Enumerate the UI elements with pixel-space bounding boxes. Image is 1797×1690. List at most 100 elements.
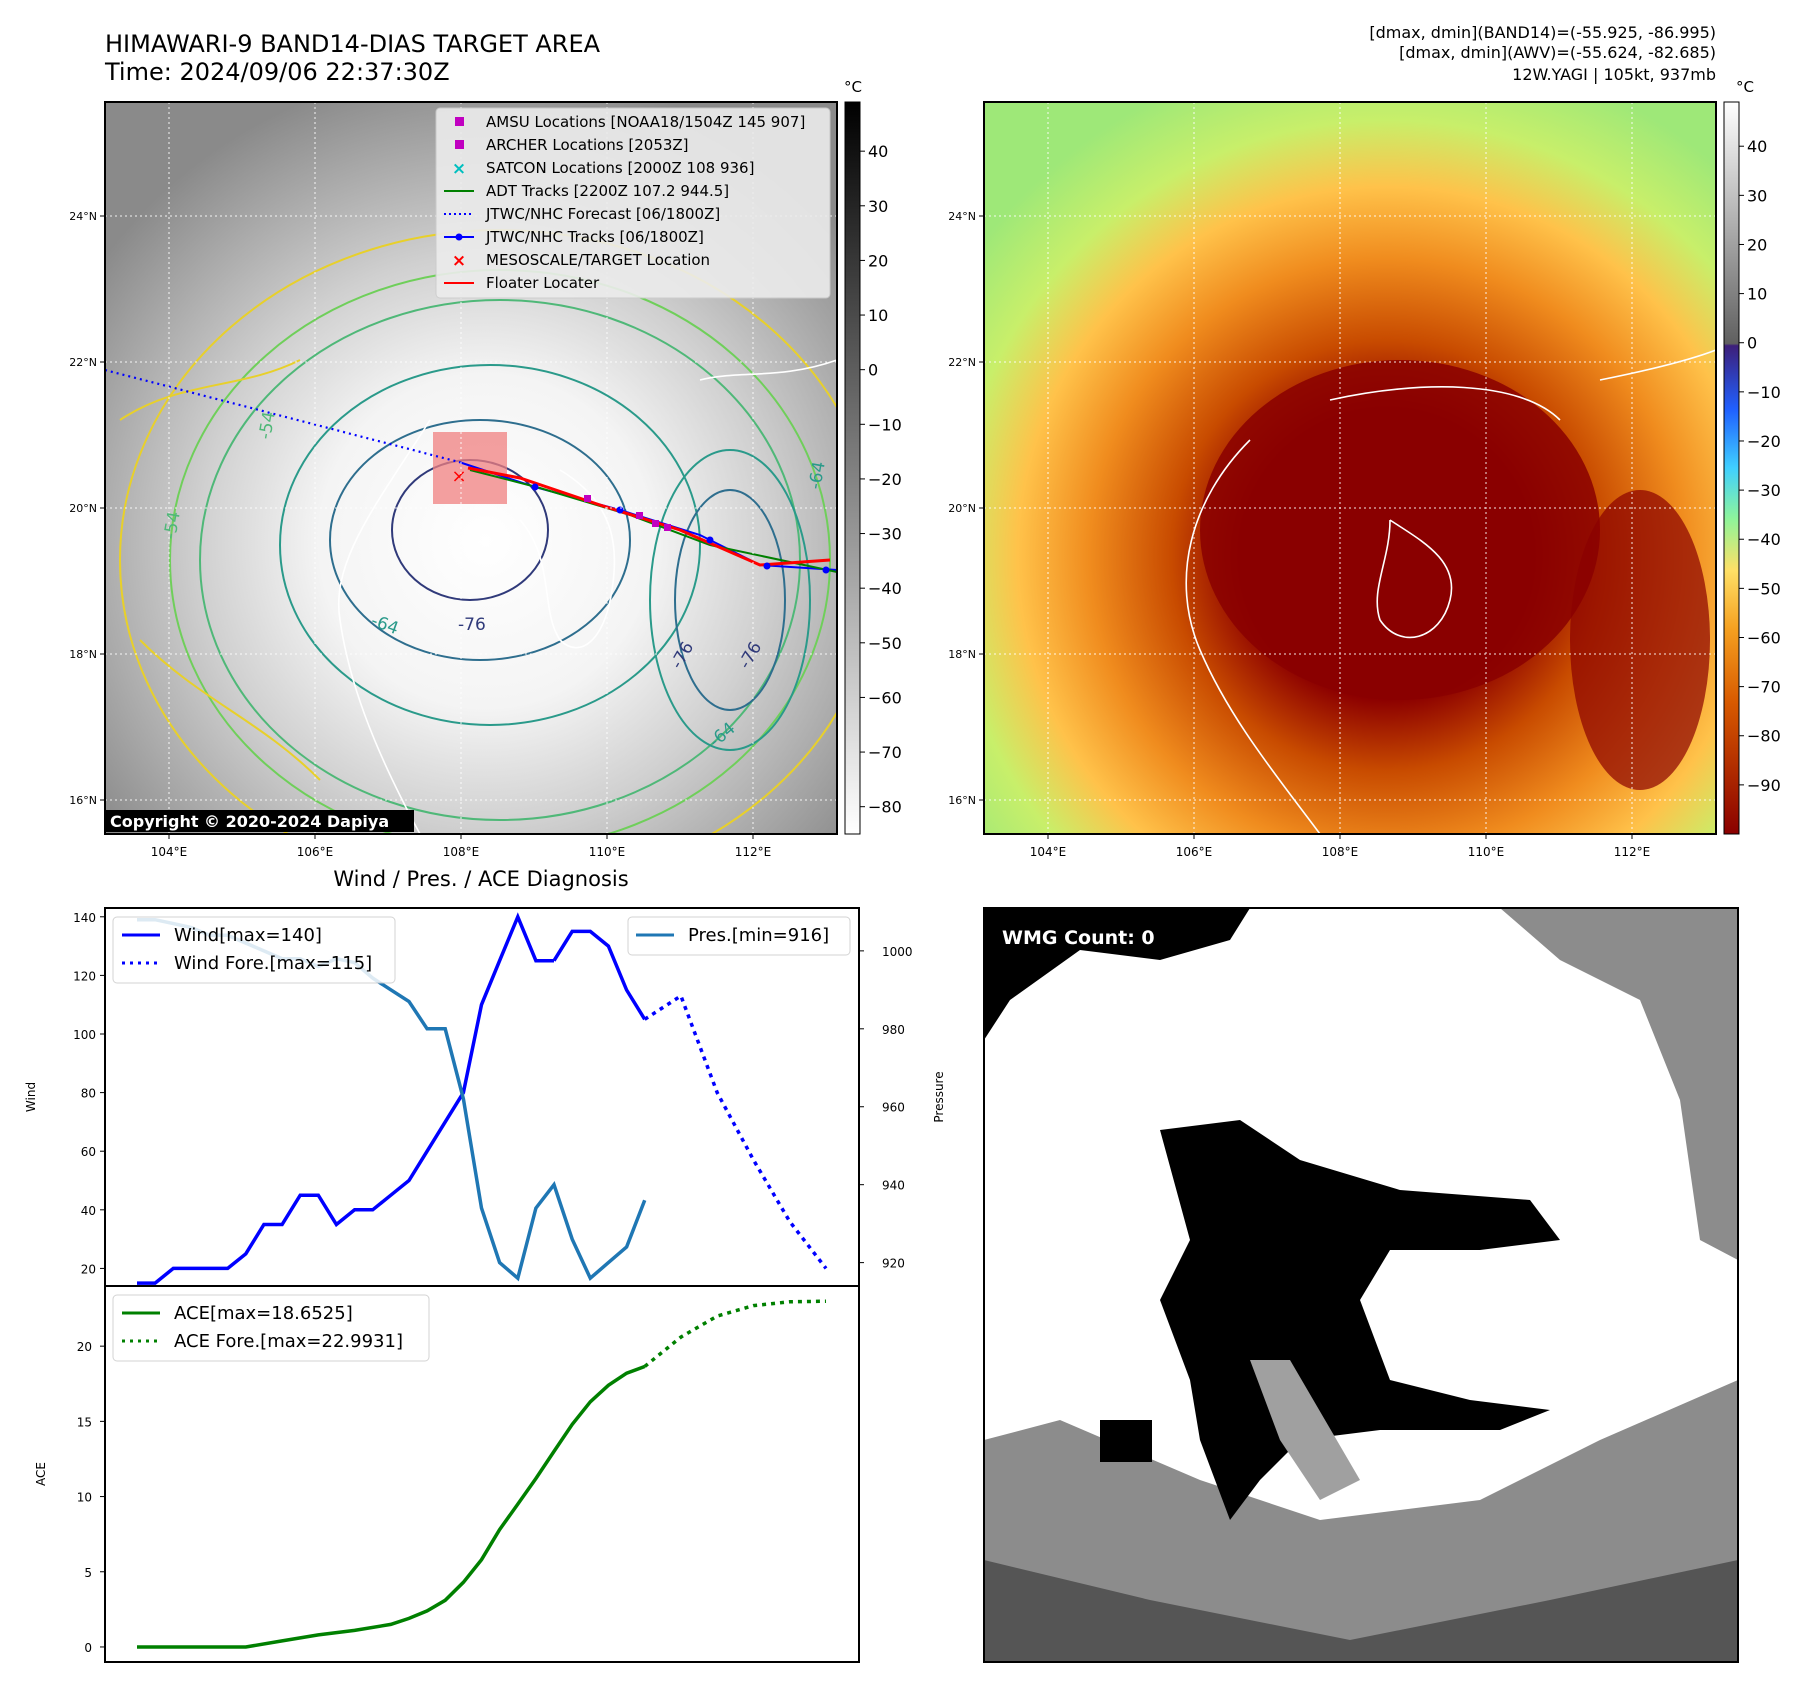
colorbar-left-ramp: [844, 101, 861, 835]
colorbar-right-unit: °C: [1736, 78, 1754, 96]
contour-label: -54: [255, 410, 280, 441]
ace-axis-label: ACE: [34, 1462, 48, 1486]
colorbar-right-tick-label: 30: [1747, 186, 1767, 205]
colorbar-right-tick-label: 0: [1747, 334, 1757, 353]
lat-tick-label: 18°N: [948, 648, 976, 661]
wind-tick-label: 40: [81, 1204, 96, 1218]
track-points: [531, 483, 830, 574]
pressure-tick-label: 940: [882, 1179, 905, 1193]
legend-item: ADT Tracks [2200Z 107.2 944.5]: [444, 182, 729, 200]
lon-tick-label: 106°E: [297, 845, 334, 859]
wind-legend: Wind[max=140] Wind Fore.[max=115]: [112, 916, 396, 984]
ace-tick-label: 10: [77, 1491, 92, 1505]
legend-item: AMSU Locations [NOAA18/1504Z 145 907]: [455, 113, 805, 131]
colorbar-right: °C 40 30 20 10 0 −10 −20 −30 −40 −50 −60 −70 −80 −90: [1723, 78, 1781, 835]
wmg-gray-right: [1500, 908, 1738, 1260]
pres-legend: Pres.[min=916]: [627, 916, 851, 956]
colorbar-left-tick-label: −80: [868, 798, 902, 817]
header-right-line3: 12W.YAGI | 105kt, 937mb: [1512, 65, 1716, 84]
pressure-tick-label: 980: [882, 1023, 905, 1037]
ir-legend: AMSU Locations [NOAA18/1504Z 145 907] ARC…: [435, 107, 831, 299]
pressure-tick-label: 1000: [882, 945, 913, 959]
wmg-count-label: WMG Count: 0: [1002, 927, 1155, 949]
legend-square-marker: [455, 117, 464, 126]
lon-tick-label: 108°E: [1322, 845, 1359, 859]
colorbar-left-tick-label: 30: [868, 197, 888, 216]
legend-label: ARCHER Locations [2053Z]: [486, 136, 689, 154]
colorbar-right-tick-label: 10: [1747, 285, 1767, 304]
lon-tick-label: 108°E: [443, 845, 480, 859]
wind-axis-label: Wind: [24, 1082, 38, 1112]
colorbar-left-tick-label: 10: [868, 306, 888, 325]
ace-tick-label: 15: [77, 1415, 92, 1429]
legend-label: JTWC/NHC Forecast [06/1800Z]: [485, 205, 720, 223]
colorbar-right-tick-label: −90: [1747, 776, 1781, 795]
ace-forecast-legend-label: ACE Fore.[max=22.9931]: [174, 1331, 403, 1352]
colorbar-left-tick-label: 0: [868, 361, 878, 380]
wind-tick-label: 120: [73, 969, 96, 983]
jtwc-forecast-track: [105, 368, 460, 464]
wmg-black-patch: [1100, 1420, 1152, 1462]
legend-x-marker: ×: [452, 159, 466, 179]
ct-map-frame: [983, 101, 1717, 835]
legend-label: JTWC/NHC Tracks [06/1800Z]: [485, 228, 704, 246]
ace-tick-label: 0: [84, 1641, 92, 1655]
ct-cold-core: [1200, 360, 1600, 700]
ir-coastline: [338, 359, 837, 834]
colorbar-left-tick-label: −70: [868, 743, 902, 762]
ct-map-panel: 24°N 22°N 20°N 18°N 16°N 104°E 106°E 108°E 110°…: [948, 101, 1717, 859]
wind-tick-label: 60: [81, 1145, 96, 1159]
legend-item: × MESOSCALE/TARGET Location: [452, 251, 710, 271]
colorbar-right-tick-label: −40: [1747, 530, 1781, 549]
legend-x-marker: ×: [452, 251, 466, 271]
lat-tick-label: 20°N: [948, 502, 976, 515]
lon-tick-label: 110°E: [1468, 845, 1505, 859]
ace-chart: ACE 0 5 10 15 20 ACE[max=18.6525] ACE Fore.[…: [34, 1285, 860, 1663]
legend-label: AMSU Locations [NOAA18/1504Z 145 907]: [486, 113, 805, 131]
wmg-gray-core: [1250, 1360, 1360, 1500]
lon-tick-label: 104°E: [151, 845, 188, 859]
legend-item: Floater Locater: [444, 274, 600, 292]
pressure-axis-label: Pressure: [932, 1071, 946, 1122]
lat-tick-label: 22°N: [69, 356, 97, 369]
title-line2: Time: 2024/09/06 22:37:30Z: [104, 58, 450, 86]
colorbar-left-tick-label: −30: [868, 525, 902, 544]
lon-tick-label: 110°E: [589, 845, 626, 859]
wind-tick-label: 20: [81, 1262, 96, 1276]
ace-forecast-series-line: [643, 1299, 827, 1368]
colorbar-right-tick-label: −50: [1747, 579, 1781, 598]
copyright-box: [106, 810, 414, 832]
colorbar-right-ramp: [1723, 101, 1740, 835]
lat-tick-label: 22°N: [948, 356, 976, 369]
ace-tick-label: 20: [77, 1340, 92, 1354]
ir-map-panel: × -76 -76 -76 -64 -64 -64 -54 -54 AMSU L…: [69, 101, 838, 859]
wmg-black-core: [1160, 1120, 1560, 1520]
colorbar-right-tick-label: −30: [1747, 481, 1781, 500]
wind-forecast-legend-label: Wind Fore.[max=115]: [174, 953, 372, 974]
legend-item: × SATCON Locations [2000Z 108 936]: [452, 159, 755, 179]
pressure-tick-label: 920: [882, 1257, 905, 1271]
colorbar-right-tick-label: −20: [1747, 432, 1781, 451]
colorbar-left-tick-label: −20: [868, 470, 902, 489]
ct-coastline: [1185, 349, 1716, 834]
copyright-text: Copyright © 2020-2024 Dapiya: [110, 812, 389, 831]
colorbar-left-tick-label: −10: [868, 415, 902, 434]
ct-cold-band: [1570, 490, 1710, 790]
colorbar-left: °C 40 30 20 10 0 −10 −20 −30 −40 −50 −60 −70 −80: [844, 78, 902, 835]
ace-legend: ACE[max=18.6525] ACE Fore.[max=22.9931]: [112, 1294, 430, 1362]
wmg-panel: WMG Count: 0: [983, 907, 1739, 1663]
contour-label: -76: [458, 615, 486, 635]
contour-label: -64: [805, 460, 830, 491]
wmg-frame: [983, 907, 1739, 1663]
colorbar-right-tick-label: 40: [1747, 137, 1767, 156]
lat-tick-label: 20°N: [69, 502, 97, 515]
legend-label: SATCON Locations [2000Z 108 936]: [486, 159, 754, 177]
colorbar-right-tick-label: −10: [1747, 383, 1781, 402]
colorbar-left-tick-label: 20: [868, 251, 888, 270]
lat-tick-label: 24°N: [948, 210, 976, 223]
legend-label: Floater Locater: [486, 274, 600, 292]
lat-tick-label: 16°N: [948, 794, 976, 807]
lon-tick-label: 112°E: [735, 845, 772, 859]
track-markers: [584, 495, 671, 531]
